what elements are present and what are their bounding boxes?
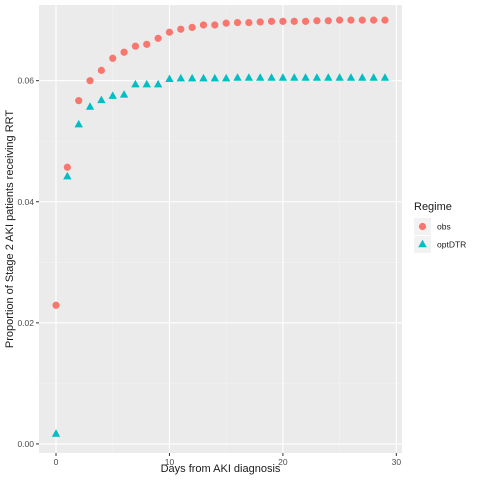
data-point-optdtr bbox=[131, 79, 140, 88]
y-tick-label: 0.00 bbox=[17, 439, 34, 449]
y-axis: 0.00 0.02 0.04 0.06 bbox=[17, 76, 39, 449]
series-optdtr bbox=[51, 73, 390, 437]
data-point-optdtr bbox=[187, 73, 197, 82]
data-point-optdtr bbox=[233, 73, 242, 81]
data-point-obs bbox=[75, 97, 83, 105]
x-tick-label: 20 bbox=[278, 457, 288, 467]
plot-panel bbox=[39, 5, 402, 453]
x-tick-label: 30 bbox=[392, 457, 402, 467]
data-point-optdtr bbox=[267, 73, 276, 81]
data-point-optdtr bbox=[244, 73, 254, 81]
y-axis-title: Proportion of Stage 2 AKI patients recei… bbox=[4, 110, 16, 349]
data-point-optdtr bbox=[278, 73, 288, 81]
data-point-optdtr bbox=[312, 73, 322, 81]
data-point-obs bbox=[279, 17, 287, 25]
legend-title: Regime bbox=[414, 201, 452, 213]
data-point-optdtr bbox=[51, 429, 61, 437]
data-point-optdtr bbox=[176, 73, 185, 82]
data-point-optdtr bbox=[380, 73, 390, 81]
data-point-optdtr bbox=[165, 74, 174, 82]
data-point-obs bbox=[131, 42, 140, 50]
legend-key-optdtr bbox=[418, 239, 427, 248]
data-point-optdtr bbox=[290, 73, 299, 81]
data-point-obs bbox=[188, 23, 196, 31]
data-point-optdtr bbox=[97, 95, 106, 104]
legend-label-optdtr: optDTR bbox=[437, 240, 466, 250]
data-point-obs bbox=[313, 17, 321, 25]
data-point-obs bbox=[165, 28, 174, 36]
data-point-optdtr bbox=[210, 73, 220, 82]
data-point-obs bbox=[52, 301, 60, 309]
x-tick-label: 0 bbox=[54, 457, 59, 467]
legend-label-obs: obs bbox=[437, 222, 451, 232]
x-tick-label: 10 bbox=[165, 457, 175, 467]
data-point-obs bbox=[199, 21, 208, 29]
data-point-obs bbox=[109, 54, 117, 62]
data-point-obs bbox=[143, 40, 151, 48]
data-point-optdtr bbox=[335, 73, 344, 81]
data-point-optdtr bbox=[221, 73, 231, 82]
data-point-obs bbox=[336, 16, 344, 24]
data-point-optdtr bbox=[119, 90, 129, 98]
y-tick-label: 0.04 bbox=[17, 197, 34, 207]
data-point-optdtr bbox=[256, 73, 265, 81]
data-point-obs bbox=[233, 18, 242, 27]
data-point-obs bbox=[290, 17, 298, 25]
data-point-optdtr bbox=[369, 73, 378, 81]
data-point-obs bbox=[324, 17, 332, 25]
data-point-obs bbox=[211, 21, 219, 29]
legend-key-obs bbox=[418, 222, 427, 231]
data-point-obs bbox=[381, 16, 389, 24]
data-point-obs bbox=[120, 48, 128, 56]
legend-item-optdtr: optDTR bbox=[414, 236, 466, 253]
data-point-obs bbox=[301, 17, 310, 25]
data-point-obs bbox=[267, 17, 276, 25]
legend: Regime obs optDTR bbox=[414, 201, 466, 253]
data-point-obs bbox=[97, 66, 105, 74]
series-obs bbox=[52, 16, 389, 309]
x-axis-title: Days from AKI diagnosis bbox=[161, 463, 281, 475]
data-point-obs bbox=[154, 34, 162, 42]
data-point-optdtr bbox=[142, 79, 151, 88]
data-point-optdtr bbox=[74, 119, 83, 128]
data-points bbox=[51, 16, 390, 437]
data-point-obs bbox=[177, 25, 185, 33]
data-point-obs bbox=[256, 18, 264, 26]
legend-item-obs: obs bbox=[414, 218, 451, 235]
y-tick-label: 0.06 bbox=[17, 76, 34, 86]
data-point-optdtr bbox=[108, 91, 117, 99]
data-point-obs bbox=[245, 18, 253, 27]
data-point-obs bbox=[63, 163, 71, 171]
data-point-optdtr bbox=[358, 73, 367, 81]
x-axis: 0 10 20 30 bbox=[54, 453, 402, 467]
data-point-obs bbox=[370, 16, 378, 24]
data-point-optdtr bbox=[153, 79, 163, 88]
data-point-obs bbox=[86, 77, 94, 85]
data-point-optdtr bbox=[63, 171, 72, 180]
data-point-optdtr bbox=[324, 73, 333, 81]
data-point-obs bbox=[358, 16, 366, 24]
data-point-optdtr bbox=[85, 102, 95, 110]
data-point-optdtr bbox=[199, 73, 208, 82]
data-point-obs bbox=[347, 16, 355, 24]
data-point-optdtr bbox=[301, 73, 310, 81]
data-point-obs bbox=[222, 19, 230, 27]
data-point-optdtr bbox=[346, 73, 356, 81]
y-tick-label: 0.02 bbox=[17, 318, 34, 328]
